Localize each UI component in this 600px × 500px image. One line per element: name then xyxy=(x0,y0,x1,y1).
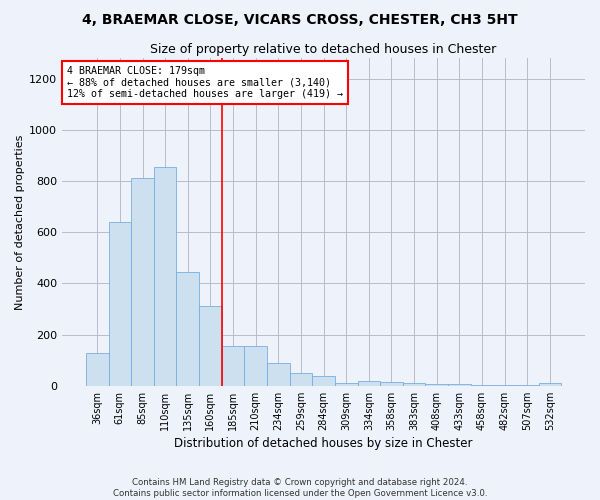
X-axis label: Distribution of detached houses by size in Chester: Distribution of detached houses by size … xyxy=(175,437,473,450)
Bar xyxy=(109,222,131,386)
Bar xyxy=(335,382,358,386)
Bar xyxy=(380,382,403,386)
Title: Size of property relative to detached houses in Chester: Size of property relative to detached ho… xyxy=(151,42,497,56)
Bar xyxy=(290,373,312,386)
Bar xyxy=(222,346,244,386)
Bar xyxy=(176,272,199,386)
Bar xyxy=(516,385,539,386)
Text: 4, BRAEMAR CLOSE, VICARS CROSS, CHESTER, CH3 5HT: 4, BRAEMAR CLOSE, VICARS CROSS, CHESTER,… xyxy=(82,12,518,26)
Bar xyxy=(425,384,448,386)
Bar xyxy=(244,346,267,386)
Bar xyxy=(267,363,290,386)
Bar xyxy=(312,376,335,386)
Bar xyxy=(199,306,222,386)
Bar xyxy=(470,384,493,386)
Bar xyxy=(448,384,470,386)
Bar xyxy=(154,167,176,386)
Bar xyxy=(493,385,516,386)
Y-axis label: Number of detached properties: Number of detached properties xyxy=(15,134,25,310)
Bar xyxy=(403,384,425,386)
Text: 4 BRAEMAR CLOSE: 179sqm
← 88% of detached houses are smaller (3,140)
12% of semi: 4 BRAEMAR CLOSE: 179sqm ← 88% of detache… xyxy=(67,66,343,100)
Bar xyxy=(358,381,380,386)
Bar xyxy=(131,178,154,386)
Bar xyxy=(86,352,109,386)
Text: Contains HM Land Registry data © Crown copyright and database right 2024.
Contai: Contains HM Land Registry data © Crown c… xyxy=(113,478,487,498)
Bar xyxy=(539,384,561,386)
